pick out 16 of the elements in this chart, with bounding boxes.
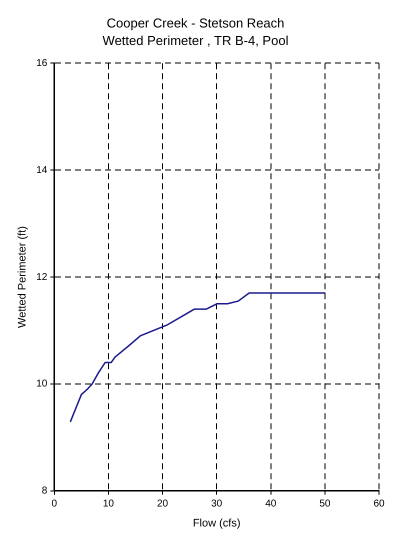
y-tick-label: 16 — [36, 58, 48, 69]
y-tick-label: 12 — [36, 272, 48, 283]
x-tick-label: 60 — [373, 498, 385, 510]
x-tick-label: 50 — [319, 498, 331, 510]
x-tick-label: 10 — [102, 498, 114, 510]
y-tick-label: 8 — [42, 486, 48, 497]
y-tick-label: 10 — [36, 378, 48, 390]
x-tick-label: 20 — [156, 498, 169, 510]
x-axis-title: Flow (cfs) — [192, 517, 240, 530]
y-axis-title: Wetted Perimeter (ft) — [16, 226, 29, 328]
y-tick-label: 14 — [36, 164, 48, 176]
chart-subtitle: Wetted Perimeter , TR B-4, Pool — [102, 32, 289, 48]
x-tick-label: 40 — [265, 498, 277, 510]
x-tick-label: 30 — [211, 498, 223, 510]
chart-title: Cooper Creek - Stetson Reach — [106, 15, 284, 30]
x-tick-label: 0 — [52, 498, 58, 510]
